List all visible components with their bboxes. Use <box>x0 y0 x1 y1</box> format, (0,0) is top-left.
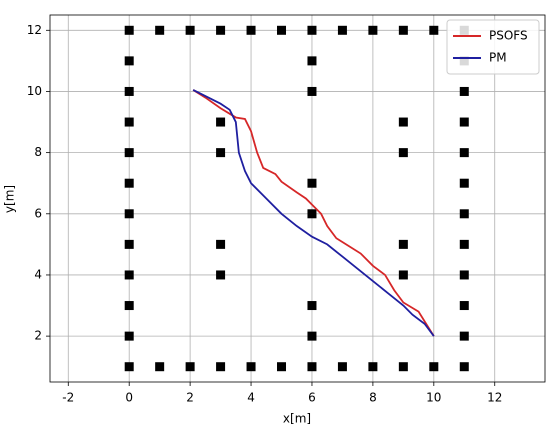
line <box>192 89 435 337</box>
obstacle-marker <box>124 86 134 96</box>
y-tick-label: 10 <box>27 84 42 98</box>
obstacle-marker <box>459 362 469 372</box>
obstacle-marker <box>124 25 134 35</box>
obstacle-marker <box>429 362 439 372</box>
obstacle-marker <box>155 25 165 35</box>
obstacle-marker <box>124 362 134 372</box>
obstacle-marker <box>246 25 256 35</box>
obstacle-marker <box>246 362 256 372</box>
x-tick-label: -2 <box>62 391 74 405</box>
y-tick-label: 4 <box>34 267 42 281</box>
obstacle-marker <box>124 270 134 280</box>
obstacle-marker <box>124 301 134 311</box>
legend-label: PM <box>489 51 507 65</box>
x-tick-label: 10 <box>426 391 441 405</box>
obstacle-marker <box>155 362 165 372</box>
x-axis-label: x[m] <box>283 412 311 426</box>
obstacle-marker <box>307 209 317 219</box>
obstacle-marker <box>307 331 317 341</box>
obstacle-marker <box>459 239 469 249</box>
obstacle-marker <box>368 25 378 35</box>
obstacle-marker <box>307 25 317 35</box>
obstacle-marker <box>337 25 347 35</box>
obstacle-marker <box>459 331 469 341</box>
y-axis-label: y[m] <box>3 185 17 213</box>
obstacle-marker <box>216 270 226 280</box>
y-tick-label: 12 <box>27 23 42 37</box>
legend-label: PSOFS <box>489 29 528 43</box>
obstacle-marker <box>429 25 439 35</box>
obstacle-marker <box>459 86 469 96</box>
obstacle-marker <box>398 362 408 372</box>
y-tick-label: 8 <box>34 145 42 159</box>
obstacle-marker <box>459 178 469 188</box>
x-tick-label: 2 <box>186 391 194 405</box>
obstacle-marker <box>398 239 408 249</box>
obstacle-marker <box>124 148 134 158</box>
obstacle-marker <box>368 362 378 372</box>
legend-box <box>446 19 540 75</box>
obstacle-marker <box>337 362 347 372</box>
obstacle-marker <box>124 239 134 249</box>
obstacle-marker <box>459 301 469 311</box>
obstacle-marker <box>398 25 408 35</box>
obstacle-marker <box>307 362 317 372</box>
obstacle-marker <box>185 25 195 35</box>
obstacle-marker <box>216 25 226 35</box>
obstacle-marker <box>459 117 469 127</box>
obstacle-marker <box>307 178 317 188</box>
obstacle-marker <box>216 239 226 249</box>
obstacle-marker <box>216 148 226 158</box>
obstacle-marker <box>398 117 408 127</box>
obstacle-marker <box>185 362 195 372</box>
plot-frame <box>49 14 546 383</box>
obstacle-marker <box>124 117 134 127</box>
obstacle-marker <box>124 178 134 188</box>
y-tick-label: 6 <box>34 206 42 220</box>
obstacle-marker <box>216 362 226 372</box>
line <box>192 89 435 337</box>
x-tick-label: 6 <box>308 391 316 405</box>
x-tick-label: 12 <box>487 391 502 405</box>
obstacle-marker <box>459 148 469 158</box>
obstacle-marker <box>124 56 134 66</box>
x-tick-label: 8 <box>369 391 377 405</box>
y-tick-label: 2 <box>34 329 42 343</box>
obstacle-marker <box>307 56 317 66</box>
obstacle-marker <box>124 209 134 219</box>
obstacle-marker <box>216 117 226 127</box>
obstacle-marker <box>277 362 287 372</box>
obstacle-marker <box>459 270 469 280</box>
obstacle-marker <box>398 270 408 280</box>
obstacle-marker <box>459 209 469 219</box>
obstacle-marker <box>277 25 287 35</box>
legend: PSOFS PM <box>446 19 540 75</box>
obstacle-marker <box>398 148 408 158</box>
obstacle-marker <box>307 86 317 96</box>
obstacle-marker <box>124 331 134 341</box>
obstacle-marker <box>307 301 317 311</box>
x-tick-label: 0 <box>125 391 133 405</box>
x-tick-label: 4 <box>247 391 255 405</box>
